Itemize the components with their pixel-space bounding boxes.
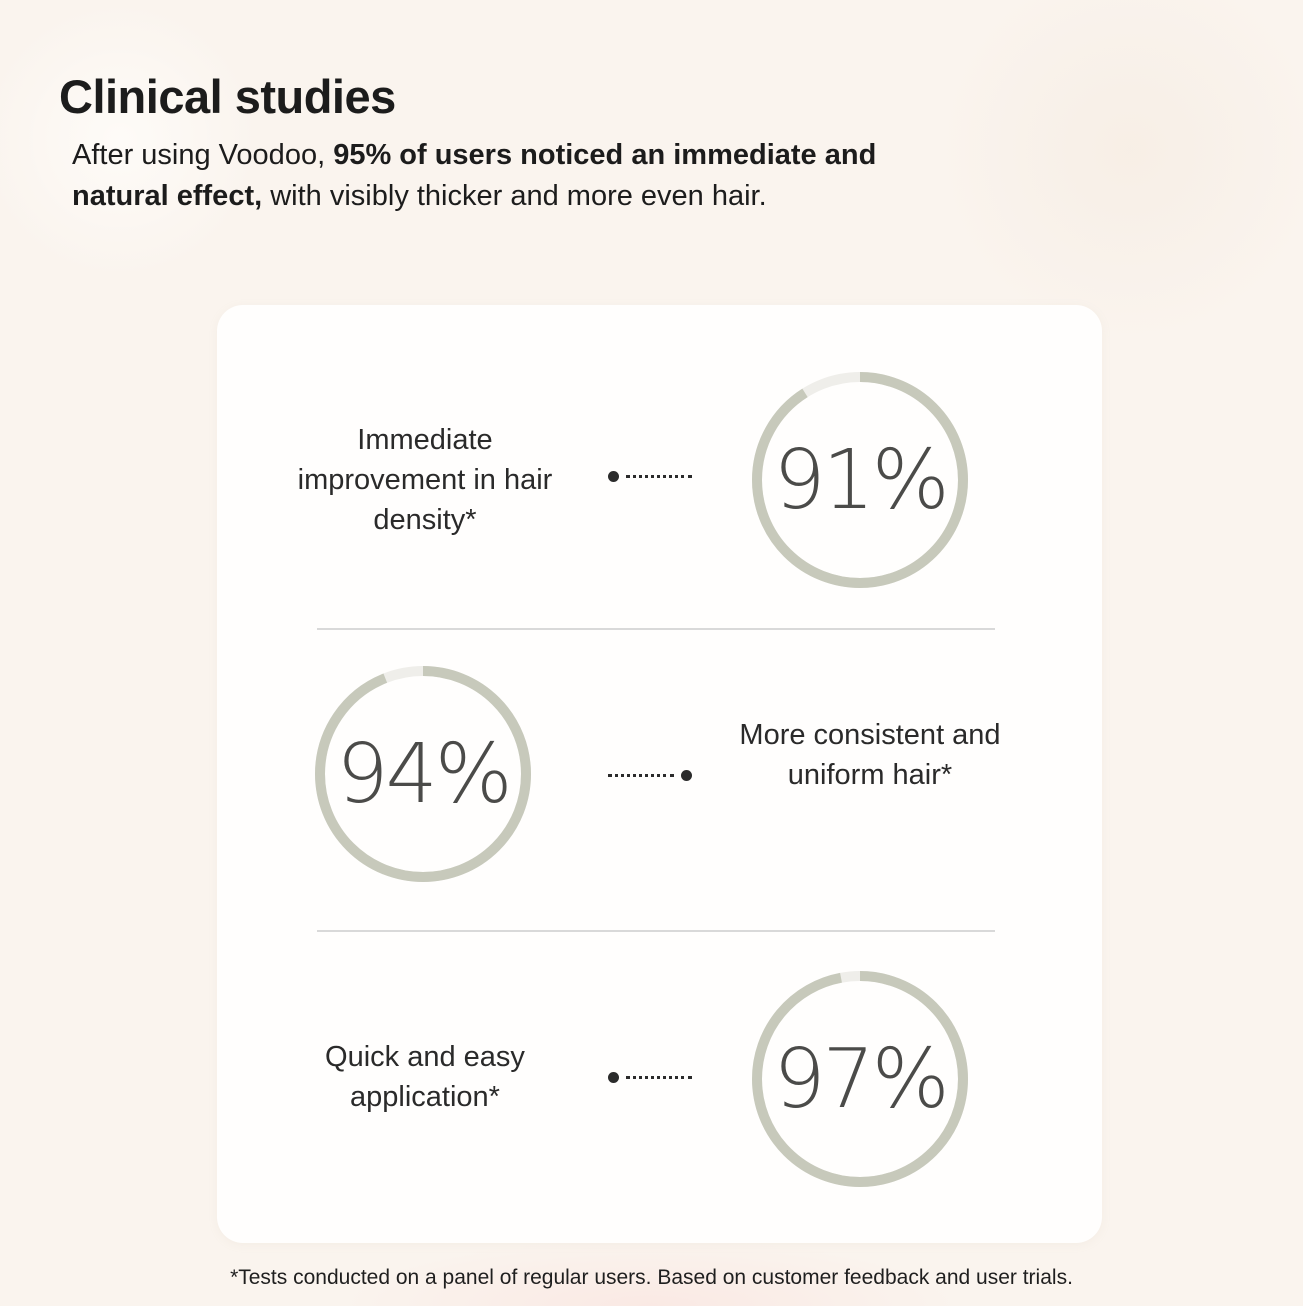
connector-dot-icon xyxy=(608,1071,619,1083)
progress-ring: 97% xyxy=(749,968,971,1190)
stat-row-uniform-hair: 94% More consistent and uniform hair* xyxy=(217,628,1102,930)
intro-bold-claim: 95% of users noticed an immediate and na… xyxy=(72,139,877,212)
progress-ring: 91% xyxy=(749,369,971,591)
dotted-line-icon xyxy=(626,1075,692,1079)
progress-ring: 94% xyxy=(312,663,534,885)
connector-dot-icon xyxy=(608,470,619,482)
intro-prefix: After using Voodoo, xyxy=(72,139,334,171)
stat-label: Immediate improvement in hair density* xyxy=(297,424,553,536)
intro-suffix: with visibly thicker and more even hair. xyxy=(262,180,767,212)
stat-row-easy-application: Quick and easy application* 97% xyxy=(217,930,1102,1243)
stat-row-hair-density: Immediate improvement in hair density* 9… xyxy=(217,305,1102,628)
footnote: *Tests conducted on a panel of regular u… xyxy=(230,1266,1073,1289)
stats-card: Immediate improvement in hair density* 9… xyxy=(217,305,1102,1243)
dotted-line-icon xyxy=(608,773,674,777)
connector-dot-icon xyxy=(681,769,692,781)
row-divider xyxy=(317,930,995,932)
intro-paragraph: After using Voodoo, 95% of users noticed… xyxy=(72,135,880,217)
percent-value: 94% xyxy=(336,726,512,822)
row-divider xyxy=(317,628,995,630)
stat-label: Quick and easy application* xyxy=(325,1041,525,1113)
dotted-line-icon xyxy=(626,474,692,478)
stat-label: More consistent and uniform hair* xyxy=(739,719,1001,791)
percent-value: 97% xyxy=(773,1031,949,1127)
dotted-connector xyxy=(608,1071,692,1083)
page-title: Clinical studies xyxy=(59,70,396,124)
dotted-connector xyxy=(608,470,692,482)
dotted-connector xyxy=(608,769,692,781)
percent-value: 91% xyxy=(773,432,949,528)
